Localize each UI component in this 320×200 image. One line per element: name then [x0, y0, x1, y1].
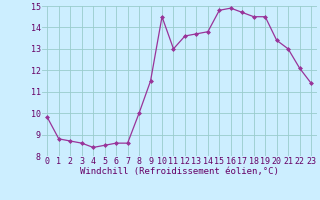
X-axis label: Windchill (Refroidissement éolien,°C): Windchill (Refroidissement éolien,°C) [80, 167, 279, 176]
